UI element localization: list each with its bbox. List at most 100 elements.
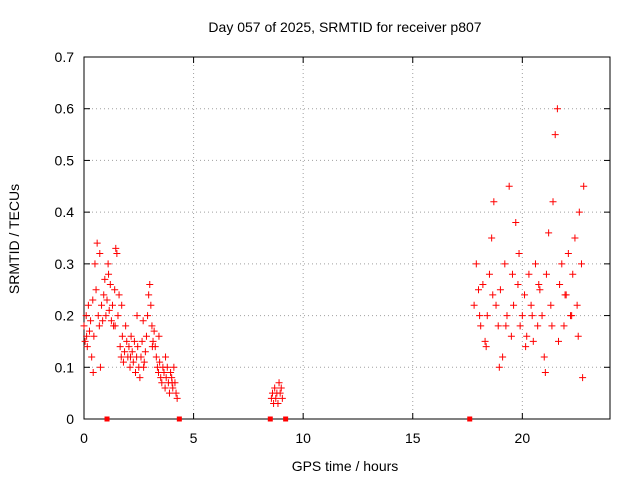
data-point	[276, 389, 284, 397]
data-point	[99, 317, 107, 325]
data-points	[80, 105, 588, 407]
x-tick-label: 10	[295, 430, 311, 446]
data-point	[125, 343, 133, 351]
data-point	[538, 312, 546, 320]
data-point	[534, 322, 542, 330]
data-point	[115, 291, 123, 299]
data-point	[119, 358, 127, 366]
data-point	[149, 337, 157, 345]
data-point	[83, 343, 91, 351]
data-point	[148, 343, 156, 351]
data-point	[556, 281, 564, 289]
data-point	[476, 312, 484, 320]
baseline-marker	[267, 416, 273, 422]
data-point	[170, 363, 178, 371]
data-point	[88, 353, 96, 361]
data-point	[132, 368, 140, 376]
data-point	[96, 250, 104, 258]
data-point	[126, 353, 134, 361]
data-point	[505, 182, 513, 190]
data-point	[515, 250, 523, 258]
data-point	[128, 348, 136, 356]
data-point	[554, 337, 562, 345]
data-point	[112, 244, 120, 252]
data-point	[277, 384, 285, 392]
data-point	[495, 363, 503, 371]
y-tick-label: 0.1	[55, 359, 75, 375]
data-point	[91, 260, 99, 268]
x-tick-label: 0	[80, 430, 88, 446]
data-point	[165, 389, 173, 397]
data-point	[488, 234, 496, 242]
data-point	[521, 291, 529, 299]
data-point	[542, 270, 550, 278]
data-point	[148, 322, 156, 330]
data-point	[84, 301, 92, 309]
axes	[83, 56, 611, 420]
data-point	[111, 286, 119, 294]
data-point	[482, 343, 490, 351]
x-axis-label: GPS time / hours	[292, 458, 399, 474]
data-point	[152, 353, 160, 361]
data-point	[103, 296, 111, 304]
data-point	[89, 368, 97, 376]
tick-labels: 0 0.1 0.2 0.3 0.4 0.5 0.6 0.7 0 5 10 15 20	[55, 49, 531, 446]
data-point	[172, 389, 180, 397]
data-point	[90, 332, 98, 340]
data-point	[81, 337, 89, 345]
data-point	[558, 260, 566, 268]
data-point	[163, 363, 171, 371]
data-point	[561, 291, 569, 299]
data-point	[579, 374, 587, 382]
data-point	[483, 312, 491, 320]
x-tick-label: 15	[405, 430, 421, 446]
data-point	[121, 348, 129, 356]
baseline-marker	[283, 416, 289, 422]
data-point	[140, 358, 148, 366]
data-point	[150, 327, 158, 335]
data-point	[89, 296, 97, 304]
data-point	[117, 353, 125, 361]
data-point	[492, 301, 500, 309]
data-point	[95, 322, 103, 330]
data-point	[503, 312, 511, 320]
y-tick-label: 0.3	[55, 256, 75, 272]
data-point	[525, 270, 533, 278]
data-point	[508, 270, 516, 278]
data-point	[518, 312, 526, 320]
data-point	[507, 332, 515, 340]
chart-title: Day 057 of 2025, SRMTID for receiver p80…	[208, 19, 481, 35]
data-point	[129, 358, 137, 366]
data-point	[512, 218, 520, 226]
data-point	[161, 384, 169, 392]
data-point	[108, 301, 116, 309]
data-point	[481, 337, 489, 345]
data-point	[96, 363, 104, 371]
data-point	[580, 182, 588, 190]
data-point	[535, 281, 543, 289]
data-point	[494, 322, 502, 330]
data-point	[139, 317, 147, 325]
data-point	[564, 250, 572, 258]
data-point	[573, 301, 581, 309]
data-point	[173, 394, 181, 402]
data-point	[144, 312, 152, 320]
grid-lines	[84, 57, 610, 419]
data-point	[137, 353, 145, 361]
y-tick-label: 0.7	[55, 49, 75, 65]
data-point	[116, 343, 124, 351]
data-point	[496, 286, 504, 294]
data-point	[98, 301, 106, 309]
data-point	[470, 301, 478, 309]
data-point	[85, 327, 93, 335]
data-point	[105, 270, 113, 278]
data-point	[540, 353, 548, 361]
data-point	[100, 291, 108, 299]
data-point	[136, 374, 144, 382]
data-point	[133, 312, 141, 320]
data-point	[111, 322, 119, 330]
data-point	[514, 281, 522, 289]
data-point	[169, 384, 177, 392]
data-point	[156, 358, 164, 366]
